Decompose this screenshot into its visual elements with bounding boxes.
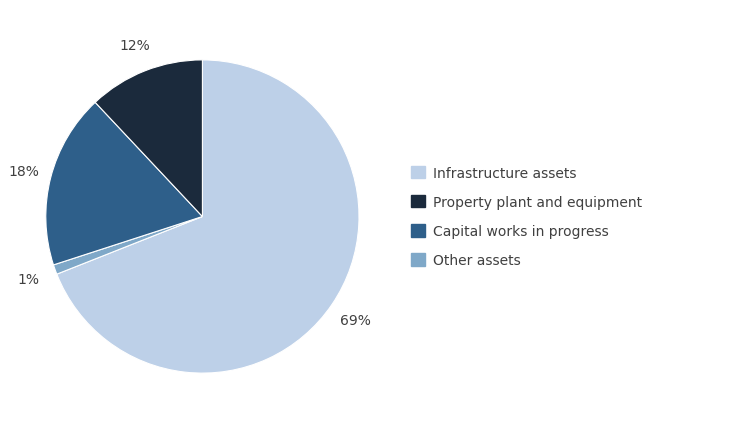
Wedge shape: [46, 103, 202, 265]
Text: 18%: 18%: [8, 164, 39, 178]
Text: 1%: 1%: [18, 273, 40, 286]
Wedge shape: [54, 217, 202, 275]
Text: 12%: 12%: [119, 39, 149, 53]
Legend: Infrastructure assets, Property plant and equipment, Capital works in progress, : Infrastructure assets, Property plant an…: [405, 161, 648, 273]
Text: 69%: 69%: [340, 314, 371, 328]
Wedge shape: [95, 61, 202, 217]
Wedge shape: [57, 61, 359, 373]
